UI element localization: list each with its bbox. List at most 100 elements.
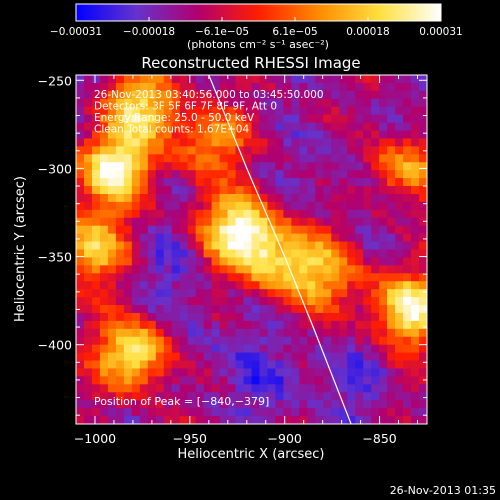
heatmap-cell	[115, 98, 125, 108]
heatmap-cell	[139, 170, 149, 179]
heatmap-cell	[347, 90, 356, 100]
heatmap-cell	[147, 233, 157, 243]
heatmap-cell	[331, 352, 340, 362]
heatmap-cell	[339, 233, 348, 243]
heatmap-cell	[83, 114, 93, 124]
heatmap-cell	[355, 257, 364, 266]
heatmap-cell	[299, 114, 308, 124]
heatmap-cell	[227, 146, 237, 155]
heatmap-cell	[171, 217, 181, 227]
heatmap-cell	[339, 249, 348, 259]
heatmap-cell	[179, 344, 189, 354]
heatmap-cell	[419, 178, 427, 187]
heatmap-cell	[347, 170, 356, 179]
heatmap-cell	[115, 170, 125, 179]
heatmap-cell	[219, 392, 229, 401]
heatmap-cell	[115, 312, 125, 322]
heatmap-cell	[347, 162, 356, 171]
heatmap-cell	[299, 98, 308, 108]
heatmap-cell	[139, 162, 149, 171]
heatmap-cell	[227, 201, 237, 211]
heatmap-cell	[363, 193, 372, 203]
heatmap-cell	[275, 265, 285, 274]
heatmap-cell	[227, 114, 237, 124]
heatmap-cell	[275, 193, 285, 203]
heatmap-cell	[211, 328, 221, 338]
heatmap-cell	[283, 75, 292, 84]
heatmap-cell	[403, 281, 412, 290]
heatmap-cell	[107, 98, 117, 108]
heatmap-cell	[331, 162, 340, 171]
heatmap-cell	[363, 257, 372, 266]
heatmap-cell	[203, 233, 213, 243]
heatmap-cell	[203, 217, 213, 227]
heatmap-cell	[403, 130, 412, 140]
heatmap-cell	[419, 90, 427, 100]
heatmap-cell	[259, 281, 269, 290]
heatmap-cell	[379, 114, 388, 124]
heatmap-cell	[275, 75, 285, 84]
heatmap-cell	[403, 75, 412, 84]
heatmap-cell	[395, 376, 404, 385]
heatmap-cell	[219, 90, 229, 100]
heatmap-cell	[363, 265, 372, 274]
heatmap-cell	[131, 241, 141, 251]
heatmap-cell	[267, 178, 277, 187]
heatmap-cell	[395, 90, 404, 100]
heatmap-cell	[123, 82, 133, 92]
heatmap-cell	[99, 193, 109, 203]
heatmap-cell	[387, 320, 396, 330]
heatmap-cell	[315, 368, 324, 378]
heatmap-cell	[251, 122, 261, 132]
heatmap-cell	[403, 178, 412, 187]
heatmap-cell	[331, 408, 340, 417]
heatmap-cell	[395, 186, 404, 195]
heatmap-cell	[243, 368, 253, 378]
heatmap-cell	[403, 400, 412, 409]
heatmap-cell	[403, 257, 412, 266]
heatmap-cell	[315, 75, 324, 84]
heatmap-cell	[259, 75, 269, 84]
heatmap-cell	[107, 360, 117, 370]
heatmap-cell	[419, 249, 427, 259]
heatmap-cell	[331, 225, 340, 235]
heatmap-cell	[379, 170, 388, 179]
heatmap-cell	[155, 297, 165, 306]
heatmap-cell	[91, 114, 101, 124]
heatmap-cell	[379, 360, 388, 370]
heatmap-cell	[259, 273, 269, 282]
heatmap-cell	[155, 328, 165, 338]
heatmap-cell	[235, 305, 245, 314]
heatmap-cell	[355, 193, 364, 203]
heatmap-cell	[267, 328, 277, 338]
heatmap-cell	[363, 368, 372, 378]
heatmap-cell	[211, 201, 221, 211]
heatmap-cell	[331, 82, 340, 92]
heatmap-cell	[139, 368, 149, 378]
heatmap-cell	[243, 392, 253, 401]
heatmap-cell	[323, 154, 332, 163]
heatmap-cell	[299, 352, 308, 362]
heatmap-cell	[419, 384, 427, 393]
heatmap-cell	[227, 170, 237, 179]
heatmap-cell	[147, 209, 157, 219]
heatmap-cell	[147, 162, 157, 171]
heatmap-cell	[315, 336, 324, 346]
heatmap-cell	[227, 392, 237, 401]
heatmap-cell	[227, 75, 237, 84]
heatmap-cell	[211, 320, 221, 330]
heatmap-cell	[83, 376, 93, 385]
heatmap-cell	[131, 225, 141, 235]
heatmap-cell	[299, 281, 308, 290]
heatmap-cell	[267, 368, 277, 378]
heatmap-cell	[371, 98, 380, 108]
heatmap-cell	[131, 122, 141, 132]
heatmap-cell	[339, 297, 348, 306]
heatmap-cell	[275, 273, 285, 282]
heatmap-cell	[307, 328, 316, 338]
heatmap-cell	[187, 114, 197, 124]
heatmap-cell	[76, 225, 85, 235]
heatmap-cell	[371, 320, 380, 330]
heatmap-cell	[395, 122, 404, 132]
heatmap-cell	[379, 154, 388, 163]
